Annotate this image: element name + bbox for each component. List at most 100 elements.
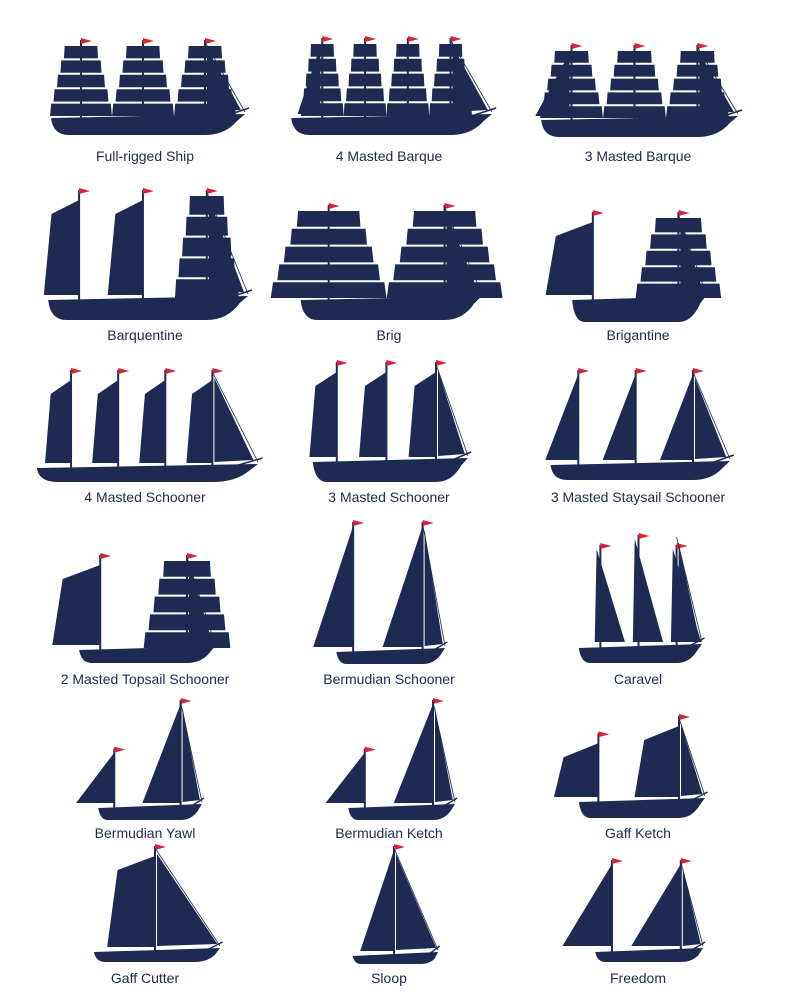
3-masted-staysail-schooner-silhouette: [545, 368, 734, 480]
square-sail: [53, 89, 109, 102]
flag: [444, 203, 456, 209]
square-sail: [153, 596, 221, 613]
flag: [422, 520, 434, 526]
ship-label: Gaff Cutter: [110, 970, 180, 986]
jib-sail: [452, 46, 488, 112]
square-sail: [393, 58, 422, 72]
main-sail: [382, 526, 423, 647]
square-sail: [406, 228, 483, 245]
square-sail: [346, 88, 384, 102]
forestay: [186, 556, 216, 645]
square-sail: [635, 283, 722, 298]
flag: [433, 698, 444, 704]
hull: [291, 114, 492, 135]
hull: [578, 644, 702, 663]
freedom-silhouette: [562, 858, 706, 962]
forestay: [393, 847, 439, 951]
bowsprit: [206, 941, 223, 951]
square-sail: [277, 264, 381, 281]
jib-sail: [189, 563, 213, 644]
square-sail: [308, 58, 337, 72]
forestay: [212, 371, 259, 463]
forestay: [444, 206, 483, 295]
main-sail: [45, 380, 72, 463]
square-sail: [296, 211, 361, 227]
main-sail: [553, 743, 599, 797]
flag: [578, 368, 590, 374]
ship-label: Gaff Ketch: [605, 825, 671, 841]
square-sail: [187, 46, 223, 59]
main-sail: [393, 704, 433, 803]
forestay: [692, 371, 731, 460]
hull: [312, 458, 468, 482]
hull: [348, 804, 455, 820]
bowsprit: [190, 797, 205, 807]
lateen-sail: [632, 539, 664, 642]
square-sail: [148, 614, 226, 631]
ship-4-masted-schooner: [30, 352, 263, 482]
jib-sail: [396, 854, 437, 950]
gaff-cutter-silhouette: [93, 844, 223, 962]
jib-sail: [695, 378, 727, 459]
ship-label: Full-rigged Ship: [95, 148, 195, 164]
flag: [180, 698, 192, 704]
jib-sail: [438, 370, 465, 456]
main-sail: [659, 374, 693, 460]
jib-sail: [207, 48, 241, 112]
square-sail: [60, 60, 102, 73]
4-masted-barque-silhouette: [291, 36, 497, 135]
hull: [550, 461, 730, 480]
una-sail: [631, 864, 681, 946]
main-sail: [360, 850, 394, 951]
main-sail: [602, 374, 636, 460]
flag: [100, 553, 112, 559]
main-sail: [52, 565, 101, 645]
jib-sail: [214, 378, 254, 462]
ship-label: Bermudian Schooner: [323, 671, 455, 687]
ship-gaff-cutter: [90, 828, 223, 962]
main-sail: [43, 200, 80, 295]
una-sail: [562, 864, 612, 946]
spanker-sail: [535, 53, 570, 116]
square-sail: [399, 246, 490, 263]
square-sail: [57, 74, 105, 88]
bermudian-ketch-silhouette: [325, 698, 458, 820]
square-sail: [348, 73, 382, 87]
hull: [336, 648, 445, 664]
flag: [322, 36, 334, 42]
square-sail: [50, 103, 112, 116]
main-sail: [309, 372, 337, 457]
main-sail: [359, 372, 387, 457]
square-sail: [654, 218, 702, 233]
square-sail: [143, 632, 231, 648]
square-sail: [680, 51, 715, 63]
flag: [450, 36, 462, 42]
full-rigged-ship-silhouette: [50, 38, 250, 135]
square-sail: [613, 64, 656, 77]
main-sail: [325, 752, 365, 803]
hull: [51, 114, 245, 135]
bowsprit: [234, 457, 263, 467]
flag: [693, 368, 704, 374]
square-sail: [112, 103, 174, 116]
square-sail: [283, 246, 374, 263]
forestay: [206, 191, 249, 295]
ship-label: Barquentine: [107, 327, 183, 343]
hull: [79, 646, 215, 663]
forestay: [422, 523, 446, 647]
ship-full-rigged-ship: [45, 22, 250, 135]
ship-gaff-ketch: [553, 698, 708, 818]
forestay: [697, 46, 739, 115]
forestay: [432, 701, 456, 803]
jib-sail: [157, 854, 218, 946]
ship-caravel: [575, 517, 705, 663]
jib-sail: [681, 724, 703, 796]
ship-label: Brig: [376, 327, 402, 343]
ship-4-masted-barque: [285, 20, 497, 135]
ship-label: Sloop: [371, 970, 407, 986]
flag: [634, 43, 646, 49]
bowsprit: [471, 107, 497, 117]
flag: [638, 533, 650, 539]
square-sail: [391, 73, 425, 87]
flag: [142, 188, 154, 194]
